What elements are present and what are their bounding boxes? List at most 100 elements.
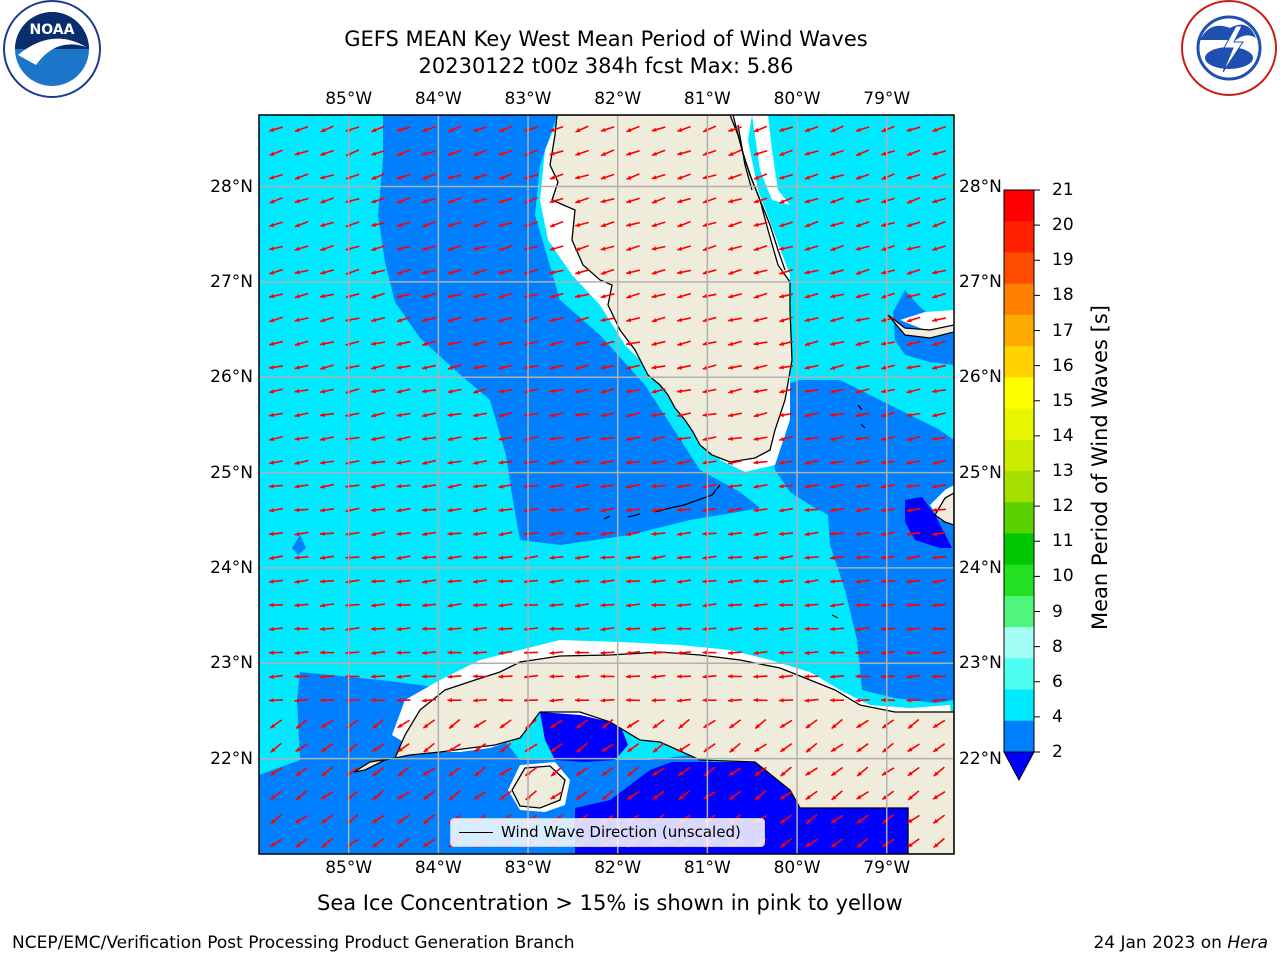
wind-arrow	[855, 293, 870, 299]
wind-arrow	[294, 555, 309, 560]
wind-arrow	[600, 531, 615, 537]
wind-arrow	[881, 245, 895, 251]
wind-arrow	[422, 173, 436, 180]
wind-arrow	[727, 412, 743, 418]
wind-arrow	[753, 316, 768, 323]
wind-arrow	[396, 650, 411, 655]
wind-arrow	[651, 650, 666, 655]
wind-arrow	[574, 626, 590, 632]
wind-arrow	[702, 436, 717, 442]
wind-arrow	[855, 221, 870, 228]
colorbar-segment	[1004, 595, 1034, 628]
colorbar-tick: 19	[1052, 250, 1074, 271]
wind-arrow	[678, 790, 690, 801]
wind-arrow	[372, 718, 384, 730]
wind-arrow	[831, 718, 843, 730]
wind-arrow	[753, 388, 768, 394]
wind-arrow	[269, 126, 283, 132]
wind-arrow	[906, 435, 921, 442]
colorbar-segment	[1004, 283, 1034, 316]
wind-arrow	[753, 173, 768, 181]
wind-arrow	[549, 412, 564, 418]
wind-arrow	[856, 766, 869, 777]
lon-tick-top: 79°W	[863, 89, 911, 109]
wind-arrow	[396, 365, 411, 370]
wind-arrow	[727, 436, 743, 441]
wind-arrow	[371, 364, 385, 370]
wind-arrow	[626, 221, 640, 227]
lon-tick-bottom: 82°W	[594, 858, 642, 878]
colorbar-segment	[1004, 314, 1034, 347]
wind-arrow	[600, 317, 615, 322]
wind-arrow	[294, 484, 309, 489]
wind-arrow	[855, 436, 870, 441]
wind-arrow	[727, 507, 743, 513]
wind-arrow	[473, 173, 487, 180]
footer-left: NCEP/EMC/Verification Post Processing Pr…	[12, 933, 575, 953]
wind-arrow	[397, 743, 410, 753]
colorbar-segment	[1004, 658, 1034, 691]
wind-arrow	[855, 459, 870, 465]
wind-arrow	[370, 507, 386, 513]
wind-arrow	[856, 837, 869, 849]
wind-arrow	[448, 743, 461, 753]
wind-arrow	[651, 531, 666, 537]
wind-arrow	[396, 507, 411, 513]
wind-arrow	[498, 245, 513, 251]
wind-arrow	[421, 603, 437, 608]
wind-arrow	[651, 674, 666, 679]
wind-arrow	[626, 411, 640, 418]
wind-arrow	[320, 316, 334, 323]
wind-arrow	[396, 412, 411, 418]
wind-arrow	[472, 317, 488, 322]
lon-tick-bottom: 83°W	[504, 858, 552, 878]
colorbar-segment	[1004, 471, 1034, 503]
wind-arrow	[804, 674, 819, 679]
wind-arrow	[831, 790, 843, 801]
wind-arrow	[804, 436, 819, 441]
wind-arrow	[498, 125, 513, 133]
wind-arrow	[472, 650, 488, 655]
wind-arrow	[319, 412, 335, 418]
wind-arrow	[549, 650, 564, 656]
wind-arrow	[728, 719, 742, 729]
wind-arrow	[294, 436, 309, 441]
wind-arrow	[651, 149, 666, 157]
wind-arrow	[625, 507, 641, 513]
wind-arrow	[574, 603, 590, 608]
wind-arrow	[600, 412, 615, 418]
wind-arrow	[651, 293, 666, 299]
wind-arrow	[423, 742, 435, 753]
wind-arrow	[576, 742, 588, 753]
wind-arrow	[753, 603, 768, 608]
wind-arrow	[677, 766, 691, 777]
wind-arrow	[268, 245, 284, 251]
wind-arrow	[320, 174, 334, 180]
wind-arrow	[575, 197, 589, 204]
wind-arrow	[600, 674, 615, 679]
lat-tick-left: 24°N	[210, 557, 253, 578]
wind-arrow	[753, 364, 768, 370]
wind-arrow	[474, 766, 486, 777]
wind-arrow	[651, 126, 666, 132]
wind-arrow	[931, 317, 947, 323]
wind-arrow	[880, 555, 896, 560]
wind-arrow	[779, 435, 793, 442]
wind-arrow	[778, 531, 794, 537]
wind-arrow	[932, 719, 946, 729]
wind-arrow	[447, 603, 462, 608]
wind-arrow	[702, 674, 717, 679]
wind-arrow	[702, 555, 717, 560]
wind-arrow	[804, 364, 819, 370]
wind-arrow	[421, 484, 437, 489]
wind-arrow	[421, 269, 437, 275]
wind-arrow	[779, 316, 793, 323]
wind-arrow	[396, 602, 411, 608]
wind-arrow	[447, 531, 462, 536]
wind-arrow	[549, 150, 564, 156]
wind-arrow	[472, 555, 488, 560]
wind-arrow	[549, 317, 564, 323]
wind-arrow	[753, 269, 768, 275]
wind-arrow	[804, 173, 819, 180]
wind-arrow	[396, 293, 411, 299]
